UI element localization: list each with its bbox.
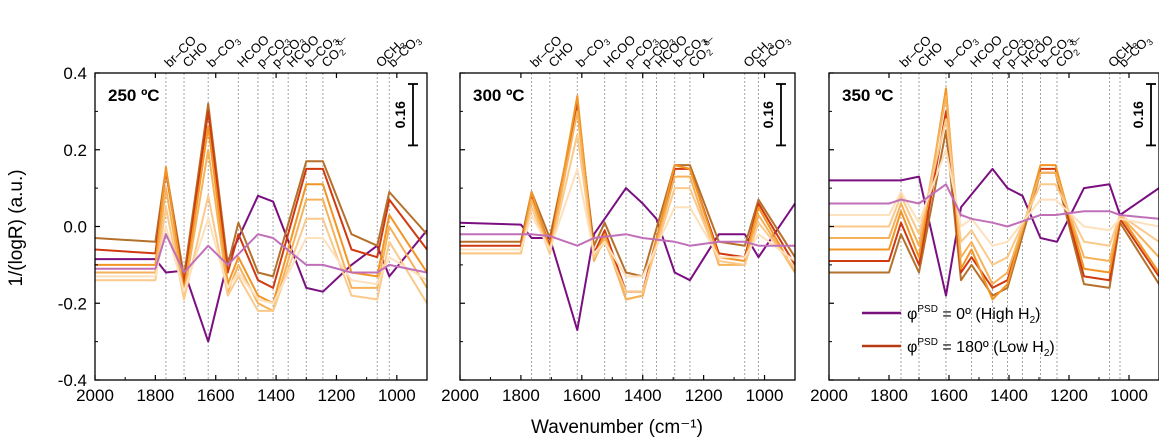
series-line-5 [829,95,1159,286]
scale-bar-label: 0.16 [392,101,408,128]
x-tick-label: 1200 [1050,386,1088,405]
panel-temperature-label: 350 ºC [842,86,894,105]
y-tick-label: 0.0 [63,218,87,237]
x-tick-label: 1800 [136,386,174,405]
series-line-7 [460,167,795,278]
x-tick-label: 1000 [378,386,416,405]
x-tick-label: 2000 [76,386,114,405]
series-line-5 [460,110,795,301]
legend-label: φPSD = 0º (High H2) [907,304,1040,326]
series-line-4 [95,125,427,305]
series-line-6 [460,133,795,293]
band-label: b–CO3 [204,32,244,72]
x-tick-label: 1600 [197,386,235,405]
x-tick-label: 1400 [624,386,662,405]
panel-temperature-label: 250 ºC [108,86,160,105]
x-tick-label: 2000 [810,386,848,405]
scale-bar-label: 0.16 [760,101,776,128]
x-tick-label: 1600 [930,386,968,405]
series-line-7 [829,148,1159,247]
y-axis-label: 1/(logR) (a.u.) [6,169,27,286]
series-line-1 [95,194,427,343]
y-tick-label: 0.2 [63,141,87,160]
x-tick-label: 1400 [257,386,295,405]
x-tick-label: 1200 [685,386,723,405]
x-tick-label: 1200 [318,386,356,405]
x-tick-label: 1800 [502,386,540,405]
series-line-8 [460,233,795,247]
y-tick-label: 0.4 [63,64,87,83]
series-line-6 [829,118,1159,266]
x-tick-label: 1000 [746,386,784,405]
x-tick-label: 1000 [1110,386,1148,405]
chart-panel-3: br–COCHOb–CO3HCOOp–CO3p–CO3HCOOb–CO3CO2δ… [810,32,1159,405]
chart-panel-2: br–COCHOb–CO3HCOOp–CO3p–CO3HCOOb–CO3CO2δ… [441,32,796,405]
series-line-8 [829,183,1159,228]
series-line-5 [95,148,427,312]
x-axis-label: Wavenumber (cm⁻¹) [531,417,703,438]
series-line-2 [829,129,1159,297]
x-tick-label: 2000 [441,386,479,405]
series-line-1 [460,187,795,332]
chart-panel-1: br–COCHOb–CO3HCOOp–CO3p–CO3HCOOb–CO3CO2δ… [58,32,428,405]
series-line-8 [95,233,427,274]
legend-label: φPSD = 180º (Low H2) [907,337,1055,359]
series-line-1 [829,167,1159,297]
panel-temperature-label: 300 ºC [473,86,525,105]
series-line-6 [95,194,427,312]
x-tick-label: 1800 [870,386,908,405]
x-tick-label: 1400 [990,386,1028,405]
y-tick-label: -0.2 [58,294,87,313]
y-tick-label: -0.4 [58,371,87,390]
series-line-3 [829,110,1159,289]
x-tick-label: 1600 [563,386,601,405]
series-line-4 [829,87,1159,301]
series-line-2 [460,106,795,278]
scale-bar-label: 0.16 [1130,101,1146,128]
